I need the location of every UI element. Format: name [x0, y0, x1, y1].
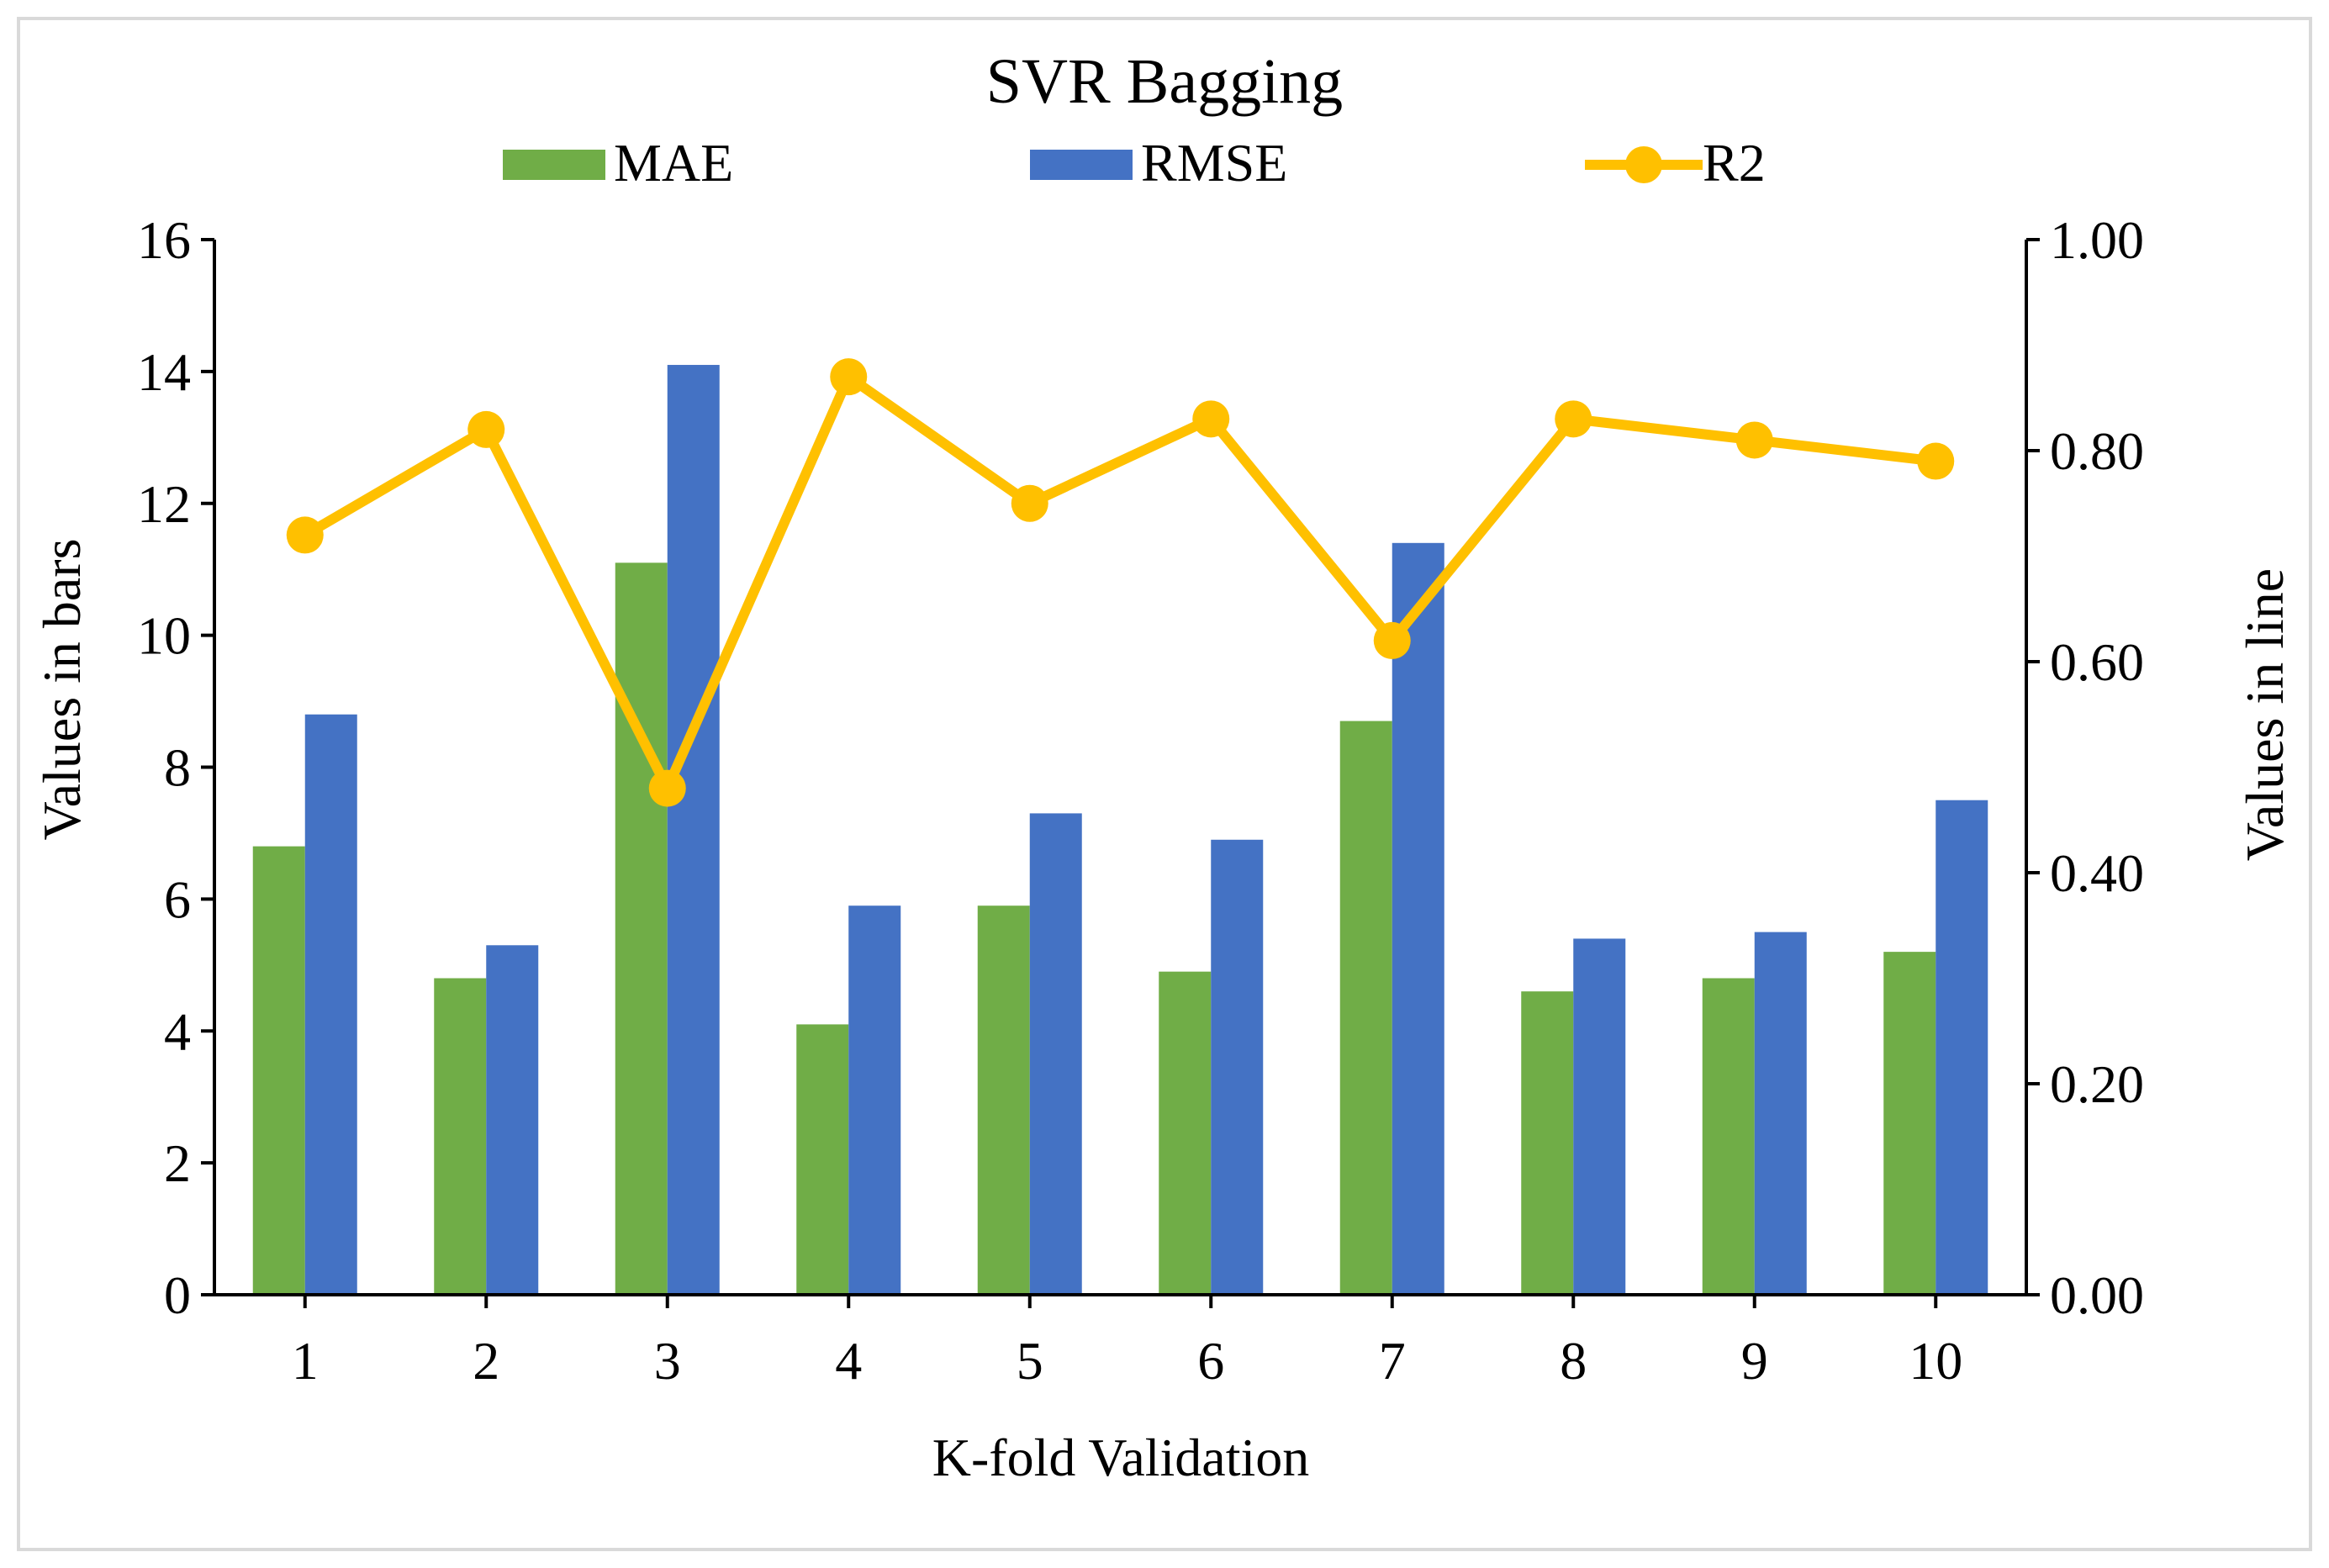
r2-point-2 — [467, 410, 505, 448]
legend-r2-label: R2 — [1703, 133, 1766, 193]
bar-rmse-4 — [848, 905, 901, 1295]
r2-point-9 — [1735, 421, 1773, 459]
bar-rmse-5 — [1029, 813, 1082, 1295]
bar-mae-8 — [1521, 991, 1574, 1295]
r2-point-4 — [830, 358, 868, 396]
x-tick-label: 8 — [1560, 1331, 1587, 1391]
r2-point-3 — [648, 769, 686, 807]
bar-mae-9 — [1702, 978, 1755, 1295]
x-tick-label: 4 — [835, 1331, 862, 1391]
y2-tick-label: 0.20 — [2050, 1054, 2144, 1114]
y2-tick-label: 0.40 — [2050, 843, 2144, 903]
x-tick-label: 10 — [1909, 1331, 1962, 1391]
bar-mae-10 — [1883, 952, 1936, 1295]
y2-axis-title: Values in line — [2235, 568, 2295, 861]
y-tick-label: 12 — [137, 474, 191, 534]
x-tick-label: 2 — [473, 1331, 499, 1391]
bar-rmse-9 — [1754, 932, 1807, 1295]
x-tick-label: 5 — [1017, 1331, 1043, 1391]
r2-point-5 — [1011, 484, 1048, 522]
r2-point-10 — [1917, 442, 1955, 480]
x-tick-label: 3 — [654, 1331, 681, 1391]
bar-mae-7 — [1339, 721, 1392, 1295]
x-axis-title: K-fold Validation — [932, 1428, 1310, 1487]
legend-rmse-swatch — [1030, 150, 1133, 180]
y-tick-label: 8 — [164, 738, 191, 798]
bar-rmse-2 — [486, 945, 539, 1295]
bar-rmse-6 — [1211, 839, 1264, 1295]
r2-point-7 — [1373, 621, 1411, 659]
y2-tick-label: 0.60 — [2050, 632, 2144, 692]
y-tick-label: 10 — [137, 606, 191, 666]
bar-mae-4 — [796, 1024, 849, 1295]
legend: MAE RMSE R2 — [503, 133, 1766, 193]
bar-rmse-7 — [1392, 542, 1444, 1295]
chart-title: SVR Bagging — [986, 46, 1343, 117]
y-tick-label: 2 — [164, 1133, 191, 1193]
bar-mae-5 — [977, 905, 1030, 1295]
y2-tick-label: 0.00 — [2050, 1265, 2144, 1325]
r2-point-6 — [1192, 400, 1230, 438]
bar-mae-2 — [434, 978, 487, 1295]
y-tick-label: 16 — [137, 210, 191, 270]
legend-r2-marker — [1625, 146, 1662, 183]
chart-frame — [17, 17, 2312, 1551]
r2-line — [302, 372, 1936, 794]
bar-rmse-3 — [667, 365, 720, 1295]
bar-rmse-8 — [1573, 938, 1626, 1295]
x-tick-label: 6 — [1197, 1331, 1224, 1391]
y-tick-label: 6 — [164, 869, 191, 929]
x-tick-label: 9 — [1741, 1331, 1768, 1391]
bar-rmse-10 — [1936, 800, 1988, 1295]
y2-tick-label: 1.00 — [2050, 210, 2144, 270]
y-tick-label: 0 — [164, 1265, 191, 1325]
x-tick-label: 7 — [1379, 1331, 1406, 1391]
bar-mae-6 — [1159, 971, 1212, 1295]
x-tick-label: 1 — [292, 1331, 319, 1391]
r2-point-1 — [286, 516, 324, 554]
legend-mae-label: MAE — [614, 133, 733, 193]
legend-rmse-label: RMSE — [1141, 133, 1287, 193]
y2-tick-label: 0.80 — [2050, 421, 2144, 481]
bar-rmse-1 — [304, 714, 357, 1295]
bar-mae-1 — [252, 846, 305, 1295]
legend-mae-swatch — [503, 150, 605, 180]
r2-point-8 — [1555, 400, 1592, 438]
bar-mae-3 — [615, 562, 668, 1295]
y-tick-label: 4 — [164, 1001, 191, 1061]
y-axis-title: Values in bars — [32, 538, 92, 840]
y-tick-label: 14 — [137, 342, 191, 402]
